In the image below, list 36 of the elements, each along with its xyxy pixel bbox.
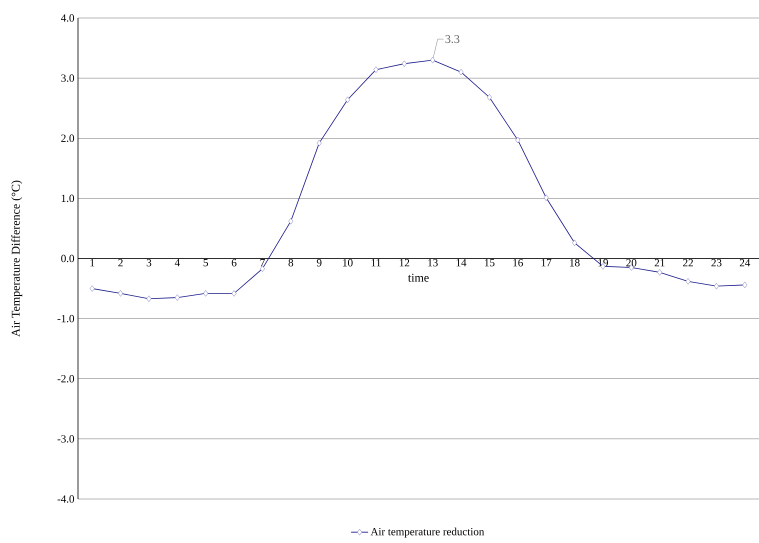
x-tick-label: 7 bbox=[260, 259, 265, 266]
y-tick-label: 0.0 bbox=[61, 254, 74, 262]
y-tick-label: 3.0 bbox=[61, 74, 74, 82]
x-tick-label: 1 bbox=[90, 259, 94, 266]
x-tick-label: 24 bbox=[740, 259, 750, 266]
x-tick-label: 20 bbox=[626, 259, 636, 266]
y-tick-label: 2.0 bbox=[61, 134, 74, 142]
x-tick-label: 13 bbox=[428, 259, 438, 266]
x-tick-label: 23 bbox=[711, 259, 722, 266]
y-tick-label: 1.0 bbox=[62, 194, 74, 202]
x-tick-label: 9 bbox=[316, 259, 322, 266]
y-tick-label: 4.0 bbox=[61, 14, 74, 22]
x-tick-label: 3 bbox=[146, 259, 152, 266]
x-tick-label: 11 bbox=[372, 259, 381, 266]
x-tick-label: 12 bbox=[400, 259, 410, 266]
x-tick-label: 5 bbox=[204, 259, 208, 266]
y-tick-label: -2.0 bbox=[58, 375, 74, 382]
x-tick-label: 16 bbox=[513, 259, 523, 266]
x-tick-label: 8 bbox=[288, 259, 294, 266]
x-tick-label: 4 bbox=[174, 259, 180, 266]
x-tick-label: 2 bbox=[118, 259, 123, 266]
x-tick-label: 18 bbox=[570, 259, 580, 266]
x-tick-label: 10 bbox=[343, 259, 353, 266]
y-tick-label: -3.0 bbox=[58, 435, 74, 443]
x-tick-label: 15 bbox=[484, 259, 494, 266]
x-tick-label: 17 bbox=[542, 259, 552, 266]
annotation: 3.3 bbox=[445, 35, 460, 44]
x-tick-label: 21 bbox=[654, 259, 665, 266]
x-tick-label: 6 bbox=[232, 259, 236, 266]
legend-label: Air temperature reduction bbox=[370, 528, 484, 538]
x-tick-label: 14 bbox=[456, 259, 466, 266]
y-tick-label: -1.0 bbox=[58, 314, 74, 322]
y-axis-title: Air Temperature Difference (°C) bbox=[11, 180, 22, 337]
x-tick-label: 22 bbox=[683, 259, 693, 266]
y-tick-label: -4.0 bbox=[58, 495, 74, 503]
x-axis-title: time bbox=[408, 274, 429, 282]
